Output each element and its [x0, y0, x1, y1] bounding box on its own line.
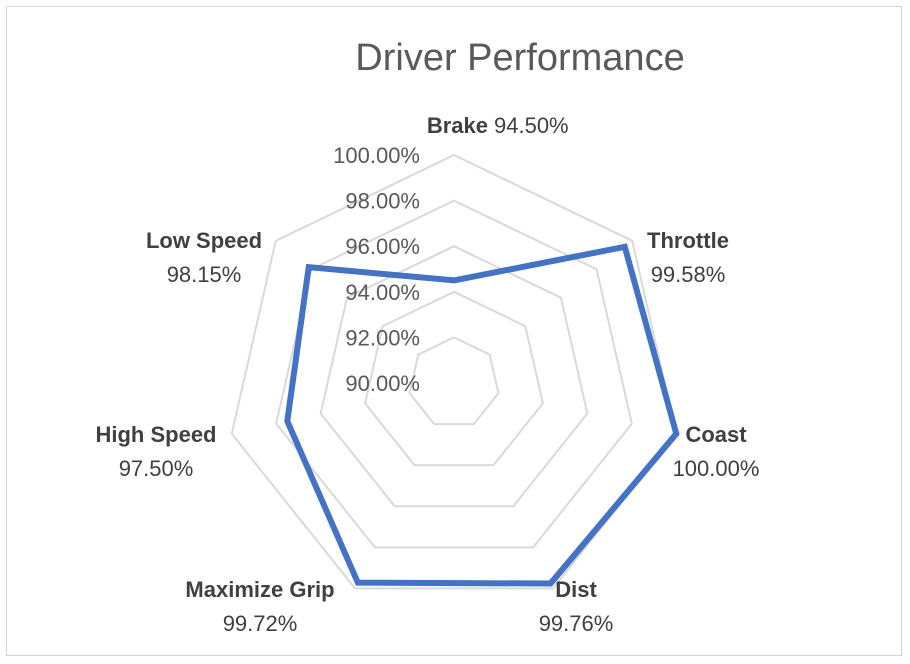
category-label: Dist	[555, 577, 597, 602]
category-label: Low Speed	[146, 228, 262, 253]
tick-label: 94.00%	[345, 280, 420, 305]
category-label: Brake	[427, 113, 488, 138]
category-labels: Brake 94.50% Throttle 99.58% Coast 100.00% Dis…	[95, 113, 759, 636]
tick-label: 92.00%	[345, 325, 420, 350]
data-label: 97.50%	[119, 456, 194, 481]
data-label: 99.76%	[539, 611, 614, 636]
tick-label: 96.00%	[345, 234, 420, 259]
category-label: Throttle	[647, 228, 729, 253]
series-line	[284, 243, 680, 587]
tick-label: 98.00%	[345, 189, 420, 214]
chart-title: Driver Performance	[355, 37, 684, 79]
tick-labels: 90.00% 92.00% 94.00% 96.00% 98.00% 100.00%	[333, 143, 420, 396]
category-label: Coast	[685, 422, 747, 447]
data-label: 99.58%	[651, 262, 726, 287]
grid-ring	[230, 153, 678, 590]
category-label: High Speed	[95, 422, 216, 447]
data-label: 98.15%	[167, 262, 242, 287]
data-label: 94.50%	[494, 113, 569, 138]
radar-grid	[230, 153, 678, 590]
grid-ring	[319, 245, 589, 508]
tick-label: 100.00%	[333, 143, 420, 168]
series-layer	[284, 243, 680, 587]
grid-ring	[408, 336, 500, 426]
grid-ring	[364, 290, 544, 467]
data-label: 99.72%	[223, 611, 298, 636]
category-label: Maximize Grip	[185, 577, 334, 602]
data-label: 100.00%	[673, 456, 760, 481]
tick-label: 90.00%	[345, 371, 420, 396]
